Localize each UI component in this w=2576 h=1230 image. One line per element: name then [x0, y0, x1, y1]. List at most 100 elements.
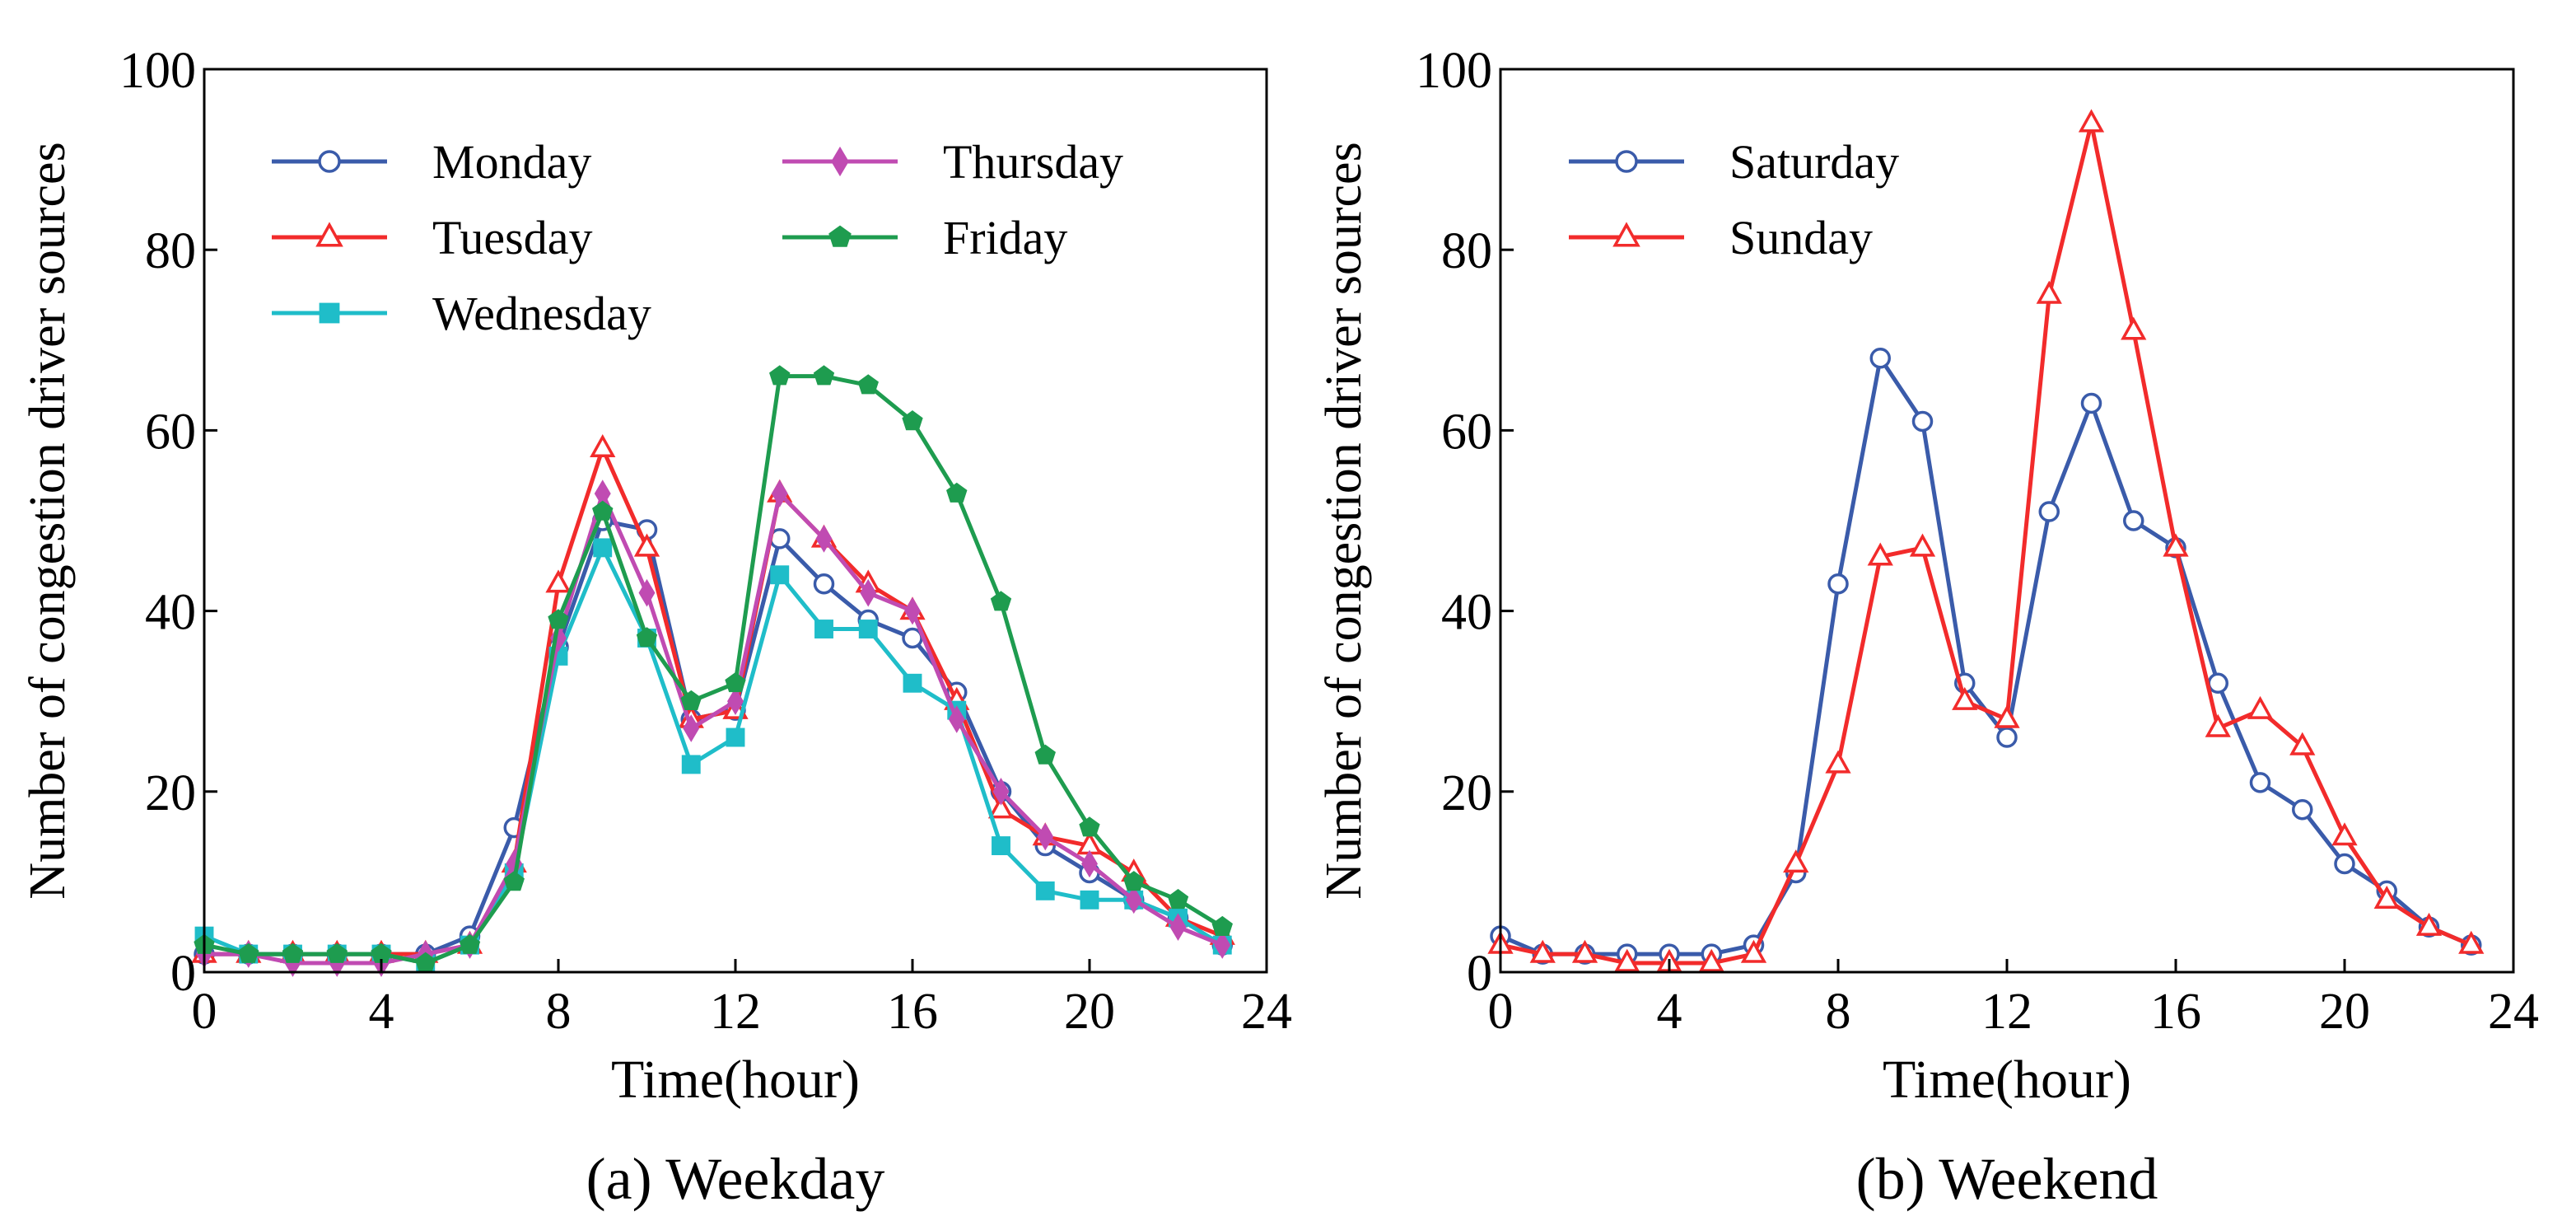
data-point-monday — [813, 573, 835, 595]
legend-label: Monday — [432, 135, 591, 189]
data-point-saturday — [1869, 347, 1891, 369]
data-point-wednesday — [1080, 890, 1099, 910]
y-tick-label: 0 — [170, 946, 196, 1002]
data-point-saturday — [2123, 510, 2144, 531]
x-tick-label: 12 — [1981, 984, 2032, 1040]
data-point-wednesday — [903, 673, 922, 693]
data-point-friday — [238, 942, 259, 963]
data-point-friday — [459, 933, 481, 954]
legend-label: Sunday — [1729, 211, 1873, 264]
data-point-sunday — [2247, 695, 2274, 719]
data-point-thursday — [815, 525, 833, 553]
plot-frame — [203, 68, 1268, 974]
legend-item-saturday: Saturday — [1569, 135, 1899, 189]
data-point-saturday — [1911, 410, 1934, 433]
data-point-friday — [548, 609, 569, 629]
data-point-wednesday — [1035, 881, 1055, 900]
x-tick-label: 16 — [887, 984, 938, 1040]
data-point-saturday — [1996, 727, 2018, 748]
data-point-thursday — [1081, 849, 1098, 878]
legend-marker — [319, 302, 340, 324]
data-point-sunday — [2078, 109, 2105, 133]
x-axis-label: Time(hour) — [1883, 1050, 2131, 1110]
data-point-sunday — [2331, 822, 2358, 846]
y-tick-label: 20 — [1441, 765, 1492, 821]
legend-item-thursday: Thursday — [782, 135, 1123, 189]
data-point-tuesday — [987, 795, 1015, 819]
y-tick-label: 100 — [119, 43, 196, 99]
data-point-sunday — [2121, 316, 2147, 340]
series-wednesday — [194, 538, 1232, 973]
data-point-thursday — [948, 705, 965, 733]
data-point-thursday — [550, 624, 567, 652]
legend-item-tuesday: Tuesday — [272, 211, 592, 264]
data-point-friday — [946, 482, 968, 503]
x-tick-label: 4 — [1657, 984, 1682, 1040]
data-point-saturday — [2292, 798, 2313, 821]
data-point-thursday — [1169, 913, 1187, 942]
legend: Saturday Sunday — [1569, 135, 1899, 264]
chart-weekend: 0 4 8 12 16 20 24 0 20 40 60 80 100 Time(hour) Number … — [1316, 43, 2539, 1212]
data-point-friday — [326, 942, 348, 963]
y-tick-label: 60 — [145, 404, 196, 460]
data-point-thursday — [904, 596, 921, 625]
legend-marker — [318, 150, 341, 173]
y-tick-label: 80 — [1441, 223, 1492, 279]
data-point-thursday — [1125, 886, 1142, 914]
x-tick-label: 24 — [2488, 984, 2539, 1040]
data-point-sunday — [1740, 939, 1767, 963]
data-point-wednesday — [992, 836, 1010, 856]
data-point-thursday — [638, 578, 656, 607]
data-point-wednesday — [814, 620, 833, 638]
x-tick-label: 0 — [1488, 984, 1514, 1040]
data-point-sunday — [1529, 939, 1556, 963]
legend-label: Saturday — [1729, 135, 1899, 189]
data-point-friday — [680, 690, 702, 710]
data-point-thursday — [992, 777, 1010, 806]
data-point-saturday — [1827, 573, 1849, 595]
data-point-sunday — [1783, 849, 1809, 873]
legend-item-wednesday: Wednesday — [272, 287, 651, 340]
legend-marker — [828, 225, 852, 247]
x-tick-label: 0 — [192, 984, 217, 1040]
data-point-wednesday — [726, 727, 745, 747]
y-tick-label: 40 — [1441, 585, 1492, 641]
series-saturday — [1490, 347, 2482, 965]
data-point-saturday — [2207, 672, 2228, 695]
data-point-tuesday — [590, 433, 616, 458]
x-tick-label: 20 — [2319, 984, 2370, 1040]
legend-item-sunday: Sunday — [1569, 211, 1873, 264]
data-point-saturday — [2038, 501, 2060, 522]
y-tick-label: 20 — [145, 765, 196, 821]
data-point-saturday — [2249, 772, 2271, 793]
legend-item-friday: Friday — [782, 211, 1067, 264]
x-tick-label: 24 — [1241, 984, 1292, 1040]
y-axis-label: Number of congestion driver sources — [20, 142, 76, 899]
data-point-sunday — [2415, 912, 2443, 936]
data-point-sunday — [1952, 686, 1978, 710]
series-sunday — [1487, 109, 2485, 972]
data-point-sunday — [1614, 948, 1640, 972]
data-point-sunday — [2036, 280, 2062, 304]
legend-label: Thursday — [943, 135, 1123, 189]
series-line-thursday — [204, 491, 1224, 966]
data-point-friday — [1034, 744, 1056, 765]
data-point-friday — [813, 365, 835, 386]
y-tick-label: 100 — [1416, 43, 1492, 99]
series-friday — [194, 365, 1233, 972]
x-tick-label: 20 — [1064, 984, 1115, 1040]
legend-label: Tuesday — [432, 211, 592, 264]
legend-marker — [315, 222, 343, 247]
legend-label: Wednesday — [432, 287, 651, 340]
data-point-sunday — [1909, 533, 1936, 557]
data-point-friday — [592, 500, 614, 521]
legend-item-monday: Monday — [272, 135, 591, 189]
series-tuesday — [191, 433, 1235, 963]
data-point-sunday — [1994, 704, 2020, 728]
panel-caption: (a) Weekday — [586, 1146, 885, 1212]
data-point-tuesday — [633, 533, 660, 557]
data-point-sunday — [2205, 713, 2231, 737]
data-point-friday — [1123, 871, 1145, 891]
data-point-thursday — [860, 578, 877, 607]
legend-marker — [1612, 222, 1640, 247]
